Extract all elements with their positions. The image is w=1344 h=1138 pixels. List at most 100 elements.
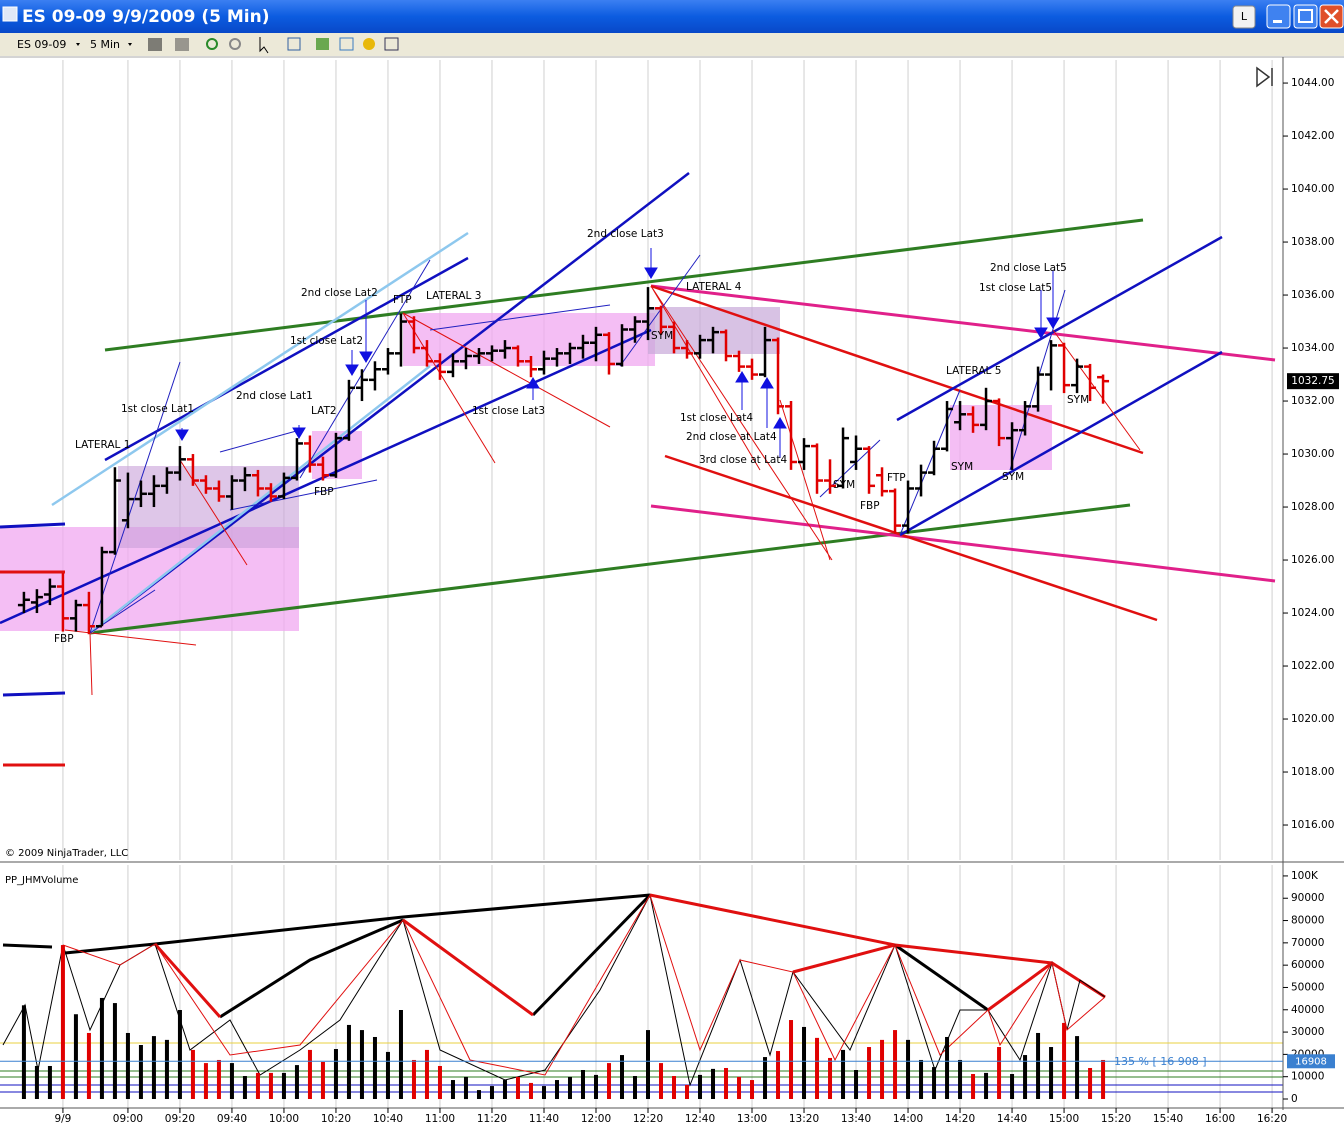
- y-tick-label: 30000: [1291, 1026, 1324, 1038]
- volume-bar: [528, 1082, 533, 1099]
- minimize-button[interactable]: [1266, 4, 1291, 29]
- instrument-selector[interactable]: ES 09-09: [17, 38, 66, 51]
- interval-selector[interactable]: 5 Min: [90, 38, 120, 51]
- x-tick-label: 9/9: [54, 1113, 71, 1125]
- volume-bar: [411, 1059, 416, 1099]
- volume-bar: [47, 1065, 52, 1099]
- volume-bar: [21, 1005, 26, 1099]
- volume-bar: [450, 1080, 455, 1099]
- y-tick-label: 1038.00: [1291, 236, 1334, 248]
- volume-bar: [554, 1080, 559, 1099]
- x-tick-label: 15:20: [1101, 1113, 1131, 1125]
- volume-bar: [99, 997, 104, 1099]
- volume-bar: [854, 1069, 859, 1099]
- maximize-button[interactable]: [1293, 4, 1318, 29]
- last-price-label: 1032.75: [1291, 375, 1334, 387]
- volume-bar: [646, 1030, 651, 1099]
- x-tick-label: 12:20: [633, 1113, 663, 1125]
- drawing-objects: [0, 66, 1283, 1093]
- y-tick-label: 1030.00: [1291, 448, 1334, 460]
- volume-bar: [1036, 1032, 1041, 1099]
- volume-bar: [763, 1057, 768, 1099]
- volume-bar: [958, 1059, 963, 1099]
- x-tick-label: 10:00: [269, 1113, 299, 1125]
- volume-bar: [802, 1026, 807, 1099]
- volume-bar: [138, 1045, 143, 1099]
- x-tick-label: 10:20: [321, 1113, 351, 1125]
- volume-bar: [190, 1049, 195, 1099]
- y-tick-label: 1034.00: [1291, 342, 1334, 354]
- volume-bar: [385, 1051, 390, 1099]
- volume-bar: [372, 1036, 377, 1099]
- volume-bar: [815, 1037, 820, 1099]
- x-tick-label: 13:40: [841, 1113, 871, 1125]
- link-button[interactable]: [1232, 5, 1256, 29]
- volume-bar: [125, 1032, 130, 1099]
- annotation: LATERAL 5: [946, 365, 1001, 377]
- annotation: SYM: [833, 479, 855, 491]
- link-button-label[interactable]: L: [1241, 10, 1248, 23]
- title-bar: [0, 0, 1344, 33]
- y-tick-label: 1028.00: [1291, 501, 1334, 513]
- volume-bar: [333, 1049, 338, 1099]
- volume-bar: [34, 1065, 39, 1099]
- volume-bar: [268, 1072, 273, 1099]
- volume-bar: [73, 1014, 78, 1099]
- x-tick-label: 09:20: [165, 1113, 195, 1125]
- x-tick-label: 11:20: [477, 1113, 507, 1125]
- y-tick-label: 50000: [1291, 981, 1324, 993]
- volume-bar: [1023, 1055, 1028, 1099]
- x-tick-label: 15:00: [1049, 1113, 1079, 1125]
- volume-bar: [659, 1063, 664, 1099]
- volume-bar: [672, 1076, 677, 1099]
- last-volume-label: 16908: [1295, 1056, 1327, 1067]
- volume-bar: [984, 1072, 989, 1099]
- volume-bar: [502, 1080, 507, 1099]
- volume-bar: [724, 1067, 729, 1099]
- annotation: FBP: [54, 633, 74, 645]
- annotation: FBP: [314, 486, 334, 498]
- volume-bar: [1010, 1074, 1015, 1099]
- window-title: ES 09-09 9/9/2009 (5 Min): [22, 7, 270, 27]
- volume-bar: [867, 1047, 872, 1099]
- annotation: LATERAL 1: [75, 439, 130, 451]
- last-volume-box: [1287, 1054, 1335, 1069]
- y-tick-label: 1032.00: [1291, 395, 1334, 407]
- toolbar: [0, 33, 1344, 56]
- volume-bar: [919, 1059, 924, 1099]
- volume-bar: [86, 1032, 91, 1099]
- y-tick-label: 1016.00: [1291, 819, 1334, 831]
- annotation: FBP: [860, 500, 880, 512]
- volume-bar: [685, 1084, 690, 1099]
- volume-bar: [320, 1061, 325, 1099]
- annotation: LAT2: [311, 405, 337, 417]
- app-icon: [2, 6, 18, 22]
- copyright: © 2009 NinjaTrader, LLC: [5, 848, 128, 859]
- x-tick-label: 12:40: [685, 1113, 715, 1125]
- volume-bar: [541, 1086, 546, 1099]
- y-tick-label: 70000: [1291, 937, 1324, 949]
- x-tick-label: 15:40: [1153, 1113, 1183, 1125]
- volume-bar: [359, 1030, 364, 1099]
- y-tick-label: 1018.00: [1291, 766, 1334, 778]
- volume-bar: [906, 1039, 911, 1099]
- volume-bar: [841, 1049, 846, 1099]
- close-icon: [1324, 9, 1339, 24]
- volume-bar: [151, 1036, 156, 1099]
- x-tick-label: 14:20: [945, 1113, 975, 1125]
- y-tick-label: 1036.00: [1291, 289, 1334, 301]
- annotation: FTP: [393, 294, 412, 306]
- annotation: 1st close Lat3: [472, 405, 545, 417]
- volume-bar: [971, 1074, 976, 1099]
- volume-bar: [307, 1049, 312, 1099]
- volume-bar: [346, 1024, 351, 1099]
- x-tick-label: 11:40: [529, 1113, 559, 1125]
- volume-bar: [1075, 1036, 1080, 1099]
- toolbar-icons[interactable]: [148, 37, 399, 54]
- annotation: 2nd close Lat5: [990, 262, 1067, 274]
- volume-bar: [424, 1049, 429, 1099]
- volume-bar: [437, 1065, 442, 1099]
- volume-bar: [463, 1076, 468, 1099]
- annotation: SYM: [1002, 471, 1024, 483]
- annotation: 2nd close at Lat4: [686, 431, 777, 443]
